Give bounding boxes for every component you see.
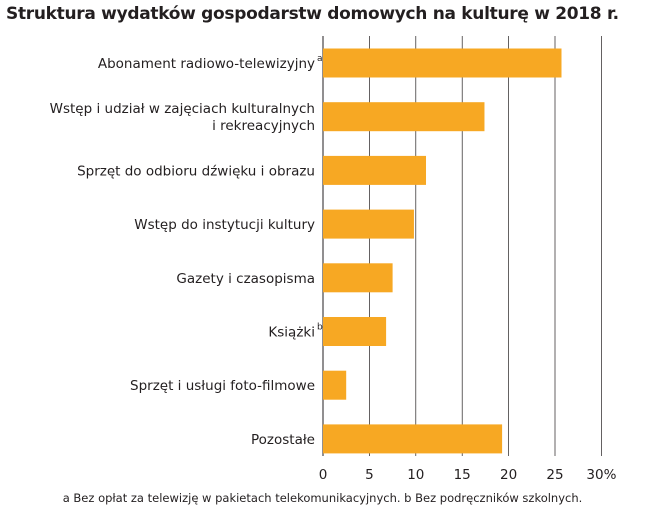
footnote-marker: a: [317, 54, 323, 64]
category-label: Książki: [268, 325, 315, 341]
category-labels: Abonament radiowo-telewizyjny a Wstęp i ud…: [50, 54, 323, 448]
x-tick-label: 5: [365, 467, 374, 483]
bar-2: [323, 102, 485, 132]
bar-1: [323, 48, 562, 78]
x-axis-ticks: 0 5 10 15 20 25 30%: [319, 467, 617, 483]
category-label: Abonament radiowo-telewizyjny: [98, 56, 315, 72]
x-tick-label: 0: [319, 467, 328, 483]
x-tick-label: 15: [454, 467, 471, 483]
category-label: Gazety i czasopisma: [176, 271, 315, 287]
bars: [323, 48, 562, 454]
category-label: Wstęp do instytucji kultury: [134, 217, 315, 233]
bar-5: [323, 263, 393, 293]
bar-4: [323, 209, 414, 239]
footnote: a Bez opłat za telewizję w pakietach tel…: [62, 491, 583, 505]
chart-title: Struktura wydatków gospodarstw domowych …: [6, 4, 619, 24]
category-label: Sprzęt do odbioru dźwięku i obrazu: [77, 163, 315, 179]
x-tick-label: 10: [407, 467, 424, 483]
bar-8: [323, 424, 503, 454]
category-label: Wstęp i udział w zajęciach kulturalnych: [50, 101, 315, 117]
category-label: Pozostałe: [251, 432, 315, 448]
bar-6: [323, 317, 387, 346]
gridlines: [322, 36, 602, 456]
x-tick-label: 25: [546, 467, 563, 483]
category-label: i rekreacyjnych: [212, 118, 315, 134]
footnote-marker: b: [317, 323, 323, 333]
x-tick-label: 30%: [586, 467, 616, 483]
category-label: Sprzęt i usługi foto-filmowe: [130, 378, 315, 394]
bar-3: [323, 155, 427, 185]
x-tick-label: 20: [500, 467, 517, 483]
bar-7: [323, 370, 347, 400]
